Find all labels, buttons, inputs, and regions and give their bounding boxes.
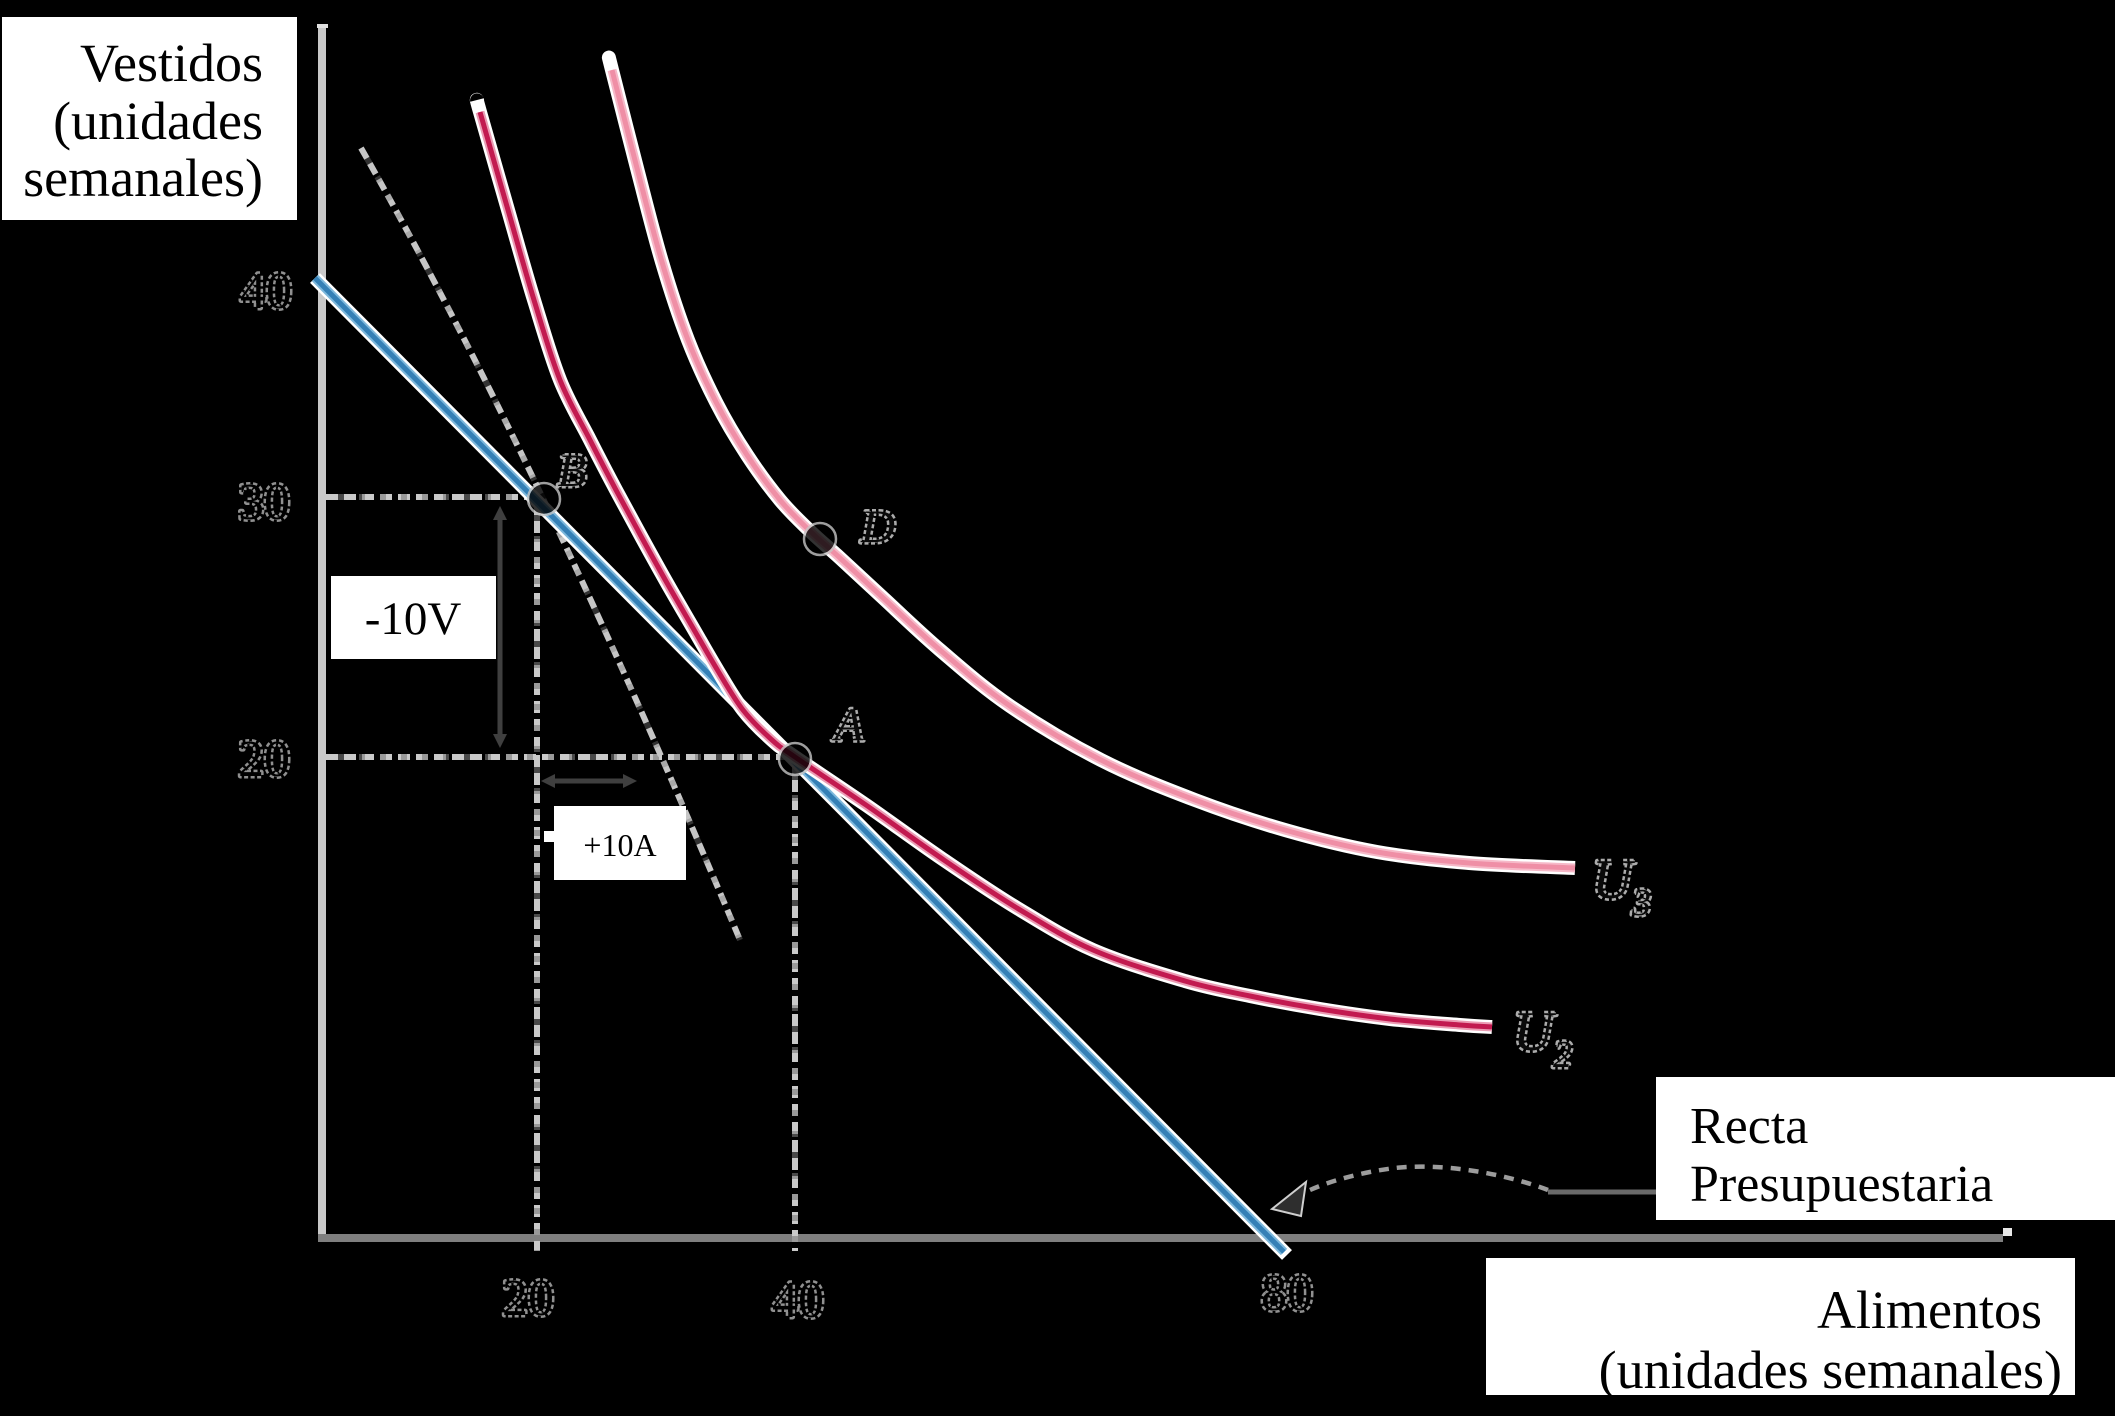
svg-text:Presupuestaria: Presupuestaria (1690, 1156, 1993, 1213)
svg-text:2: 2 (1553, 1034, 1572, 1076)
svg-text:30: 30 (238, 474, 290, 531)
svg-text:20: 20 (502, 1270, 554, 1327)
svg-text:80: 80 (1261, 1265, 1313, 1322)
svg-text:+10A: +10A (583, 827, 656, 863)
svg-text:(unidades: (unidades (53, 91, 263, 151)
svg-text:Recta: Recta (1690, 1098, 1808, 1155)
svg-text:B: B (558, 445, 587, 497)
svg-text:3: 3 (1631, 882, 1651, 924)
svg-text:(unidades semanales): (unidades semanales) (1599, 1340, 2062, 1400)
svg-text:semanales): semanales) (23, 148, 263, 208)
svg-text:U: U (1592, 849, 1636, 911)
svg-text:D: D (860, 501, 895, 553)
svg-text:20: 20 (238, 731, 290, 788)
svg-text:Vestidos: Vestidos (80, 33, 263, 93)
svg-text:40: 40 (772, 1272, 824, 1329)
svg-text:Alimentos: Alimentos (1817, 1280, 2042, 1340)
svg-text:U: U (1513, 1001, 1557, 1063)
svg-text:-10V: -10V (365, 593, 462, 645)
svg-text:A: A (832, 699, 864, 751)
svg-text:40: 40 (240, 263, 292, 320)
